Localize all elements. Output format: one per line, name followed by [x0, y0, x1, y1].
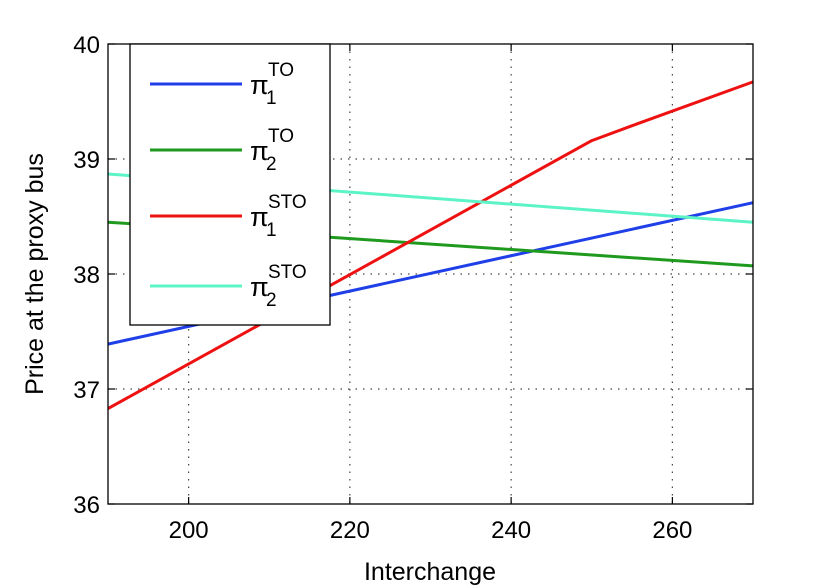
- legend-subscript: 1: [266, 88, 277, 109]
- y-tick-label: 38: [73, 262, 100, 289]
- legend-symbol: π: [250, 136, 269, 166]
- y-tick-label: 37: [73, 377, 100, 404]
- legend-subscript: 1: [266, 220, 277, 241]
- series-line-3: [107, 80, 754, 410]
- legend-subscript: 2: [266, 290, 277, 311]
- legend-superscript: TO: [268, 60, 294, 81]
- x-tick-label: 240: [491, 517, 531, 544]
- legend-superscript: TO: [268, 126, 294, 147]
- x-tick-label: 260: [652, 517, 692, 544]
- legend-superscript: STO: [268, 192, 307, 213]
- x-axis-label: Interchange: [364, 558, 496, 586]
- legend-box: [129, 43, 331, 326]
- y-axis-label: Price at the proxy bus: [21, 153, 49, 395]
- legend-symbol: π: [250, 202, 269, 232]
- y-tick-label: 36: [73, 492, 100, 519]
- legend-superscript: STO: [268, 262, 307, 283]
- legend-subscript: 2: [266, 154, 277, 175]
- x-tick-label: 220: [330, 517, 370, 544]
- x-tick-label: 200: [169, 517, 209, 544]
- y-tick-label: 39: [73, 147, 100, 174]
- y-tick-label: 40: [73, 32, 100, 59]
- legend-symbol: π: [250, 70, 269, 100]
- axis-ticks: 200 220 240 260 36 37 38 39 40: [73, 32, 753, 544]
- legend-symbol: π: [250, 272, 269, 302]
